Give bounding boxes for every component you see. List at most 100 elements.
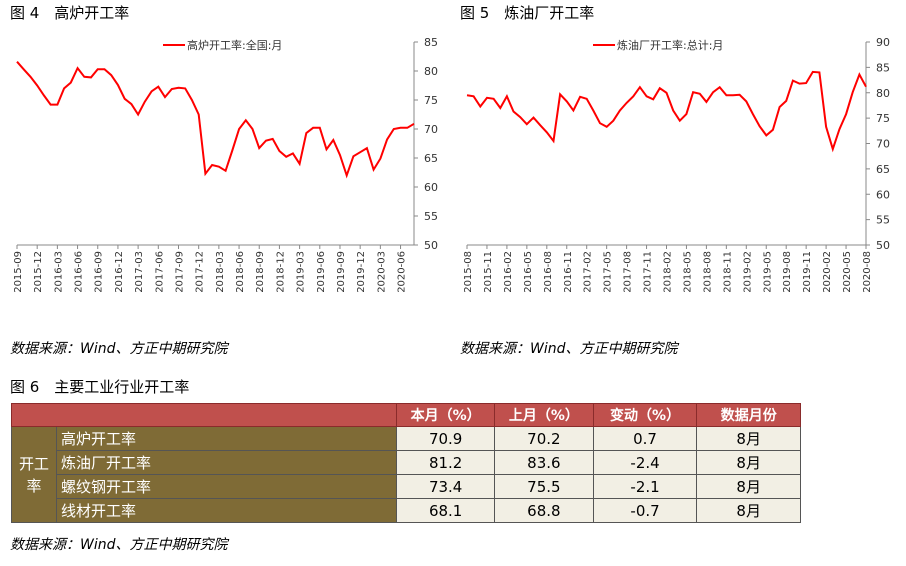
x-tick-label: 2016-12 [114, 251, 125, 293]
y-tick-label: 55 [876, 214, 890, 227]
x-tick-label: 2019-02 [742, 251, 753, 293]
group-label: 开工率 [11, 426, 57, 523]
x-tick-label: 2016-09 [94, 251, 105, 293]
row-current: 68.1 [396, 498, 496, 523]
legend-label: 高炉开工率:全国:月 [187, 38, 282, 52]
x-tick-label: 2017-06 [154, 251, 165, 293]
x-tick-label: 2017-03 [134, 251, 145, 293]
header-change: 变动（%） [592, 403, 698, 427]
y-tick-label: 75 [424, 94, 438, 107]
table-row: 线材开工率 68.1 68.8 -0.7 8月 [12, 498, 801, 523]
x-tick-label: 2019-05 [762, 251, 773, 293]
x-tick-label: 2018-05 [682, 251, 693, 293]
fig6-table: 本月（%） 上月（%） 变动（%） 数据月份 开工率 高炉开工率 70.9 70… [10, 403, 801, 523]
x-tick-label: 2018-02 [663, 251, 674, 293]
series-line [466, 70, 867, 153]
x-tick-label: 2018-12 [275, 251, 286, 293]
y-tick-label: 50 [424, 239, 438, 252]
y-tick-label: 70 [876, 138, 890, 151]
x-tick-label: 2018-03 [215, 251, 226, 293]
x-tick-label: 2019-08 [782, 251, 793, 293]
x-tick-label: 2017-12 [195, 251, 206, 293]
x-tick-label: 2015-11 [483, 251, 494, 293]
x-tick-label: 2019-06 [316, 251, 327, 293]
table-row: 螺纹钢开工率 73.4 75.5 -2.1 8月 [12, 474, 801, 499]
x-tick-label: 2016-03 [53, 251, 64, 293]
x-tick-label: 2017-08 [623, 251, 634, 293]
y-tick-label: 60 [424, 181, 438, 194]
fig5-title: 图 5 炼油厂开工率 [460, 4, 595, 22]
y-tick-label: 85 [424, 36, 438, 49]
row-current: 73.4 [396, 474, 496, 499]
x-tick-label: 2018-08 [702, 251, 713, 293]
row-name: 螺纹钢开工率 [55, 474, 398, 499]
x-tick-label: 2018-06 [235, 251, 246, 293]
x-tick-label: 2020-05 [842, 251, 853, 293]
y-tick-label: 65 [424, 152, 438, 165]
fig4-chart: 50 55 60 65 70 75 80 85 2015-09 2015-12 2016-03 201… [13, 36, 438, 293]
table-row: 开工率 高炉开工率 70.9 70.2 0.7 8月 [11, 426, 801, 523]
x-tick-label: 2017-02 [583, 251, 594, 293]
y-tick-label: 80 [876, 87, 890, 100]
header-blank [10, 403, 398, 427]
row-change: -2.4 [592, 450, 698, 475]
fig4-source: 数据来源：Wind、方正中期研究院 [10, 341, 228, 357]
y-tick-label: 90 [876, 36, 890, 49]
row-change: -0.7 [592, 498, 698, 523]
row-month: 8月 [696, 474, 801, 499]
x-tick-label: 2018-11 [722, 251, 733, 293]
x-tick-label: 2017-05 [603, 251, 614, 293]
y-tick-label: 75 [876, 112, 890, 125]
x-tick-label: 2019-11 [802, 251, 813, 293]
row-name: 线材开工率 [55, 498, 398, 523]
table-header-row: 本月（%） 上月（%） 变动（%） 数据月份 [10, 403, 801, 427]
y-tick-label: 55 [424, 210, 438, 223]
x-tick-label: 2020-08 [862, 251, 873, 293]
x-tick-label: 2017-11 [643, 251, 654, 293]
header-previous: 上月（%） [494, 403, 594, 427]
x-tick-label: 2015-09 [13, 251, 24, 293]
series-line [16, 61, 415, 179]
table-row: 炼油厂开工率 81.2 83.6 -2.4 8月 [12, 450, 801, 475]
x-tick-label: 2017-09 [174, 251, 185, 293]
row-change: 0.7 [592, 426, 698, 451]
x-tick-label: 2016-06 [74, 251, 85, 293]
y-tick-label: 65 [876, 163, 890, 176]
x-tick-label: 2019-09 [336, 251, 347, 293]
fig4-title: 图 4 高炉开工率 [10, 4, 130, 22]
row-name: 炼油厂开工率 [55, 450, 398, 475]
row-previous: 75.5 [494, 474, 594, 499]
header-month: 数据月份 [696, 403, 801, 427]
row-month: 8月 [696, 426, 801, 451]
row-month: 8月 [696, 498, 801, 523]
x-tick-label: 2015-12 [33, 251, 44, 293]
header-current: 本月（%） [396, 403, 496, 427]
fig5-source: 数据来源：Wind、方正中期研究院 [460, 341, 678, 357]
x-tick-label: 2015-08 [463, 251, 474, 293]
x-tick-label: 2016-08 [543, 251, 554, 293]
x-tick-label: 2016-02 [503, 251, 514, 293]
x-tick-label: 2020-06 [397, 251, 408, 293]
y-tick-label: 60 [876, 188, 890, 201]
row-previous: 68.8 [494, 498, 594, 523]
y-tick-label: 50 [876, 239, 890, 252]
x-tick-label: 2020-03 [376, 251, 387, 293]
y-tick-label: 85 [876, 61, 890, 74]
row-current: 81.2 [396, 450, 496, 475]
fig5-chart: 50 55 60 65 70 75 80 85 90 2015-08 2015-11 2016-02 2… [463, 36, 890, 293]
row-previous: 83.6 [494, 450, 594, 475]
x-tick-label: 2016-11 [563, 251, 574, 293]
x-tick-label: 2018-09 [255, 251, 266, 293]
row-change: -2.1 [592, 474, 698, 499]
fig6-title: 图 6 主要工业行业开工率 [10, 378, 190, 396]
y-tick-label: 70 [424, 123, 438, 136]
x-tick-label: 2019-03 [296, 251, 307, 293]
row-name: 高炉开工率 [55, 426, 398, 451]
fig6-source: 数据来源：Wind、方正中期研究院 [10, 537, 228, 553]
y-tick-label: 80 [424, 65, 438, 78]
x-tick-label: 2019-12 [356, 251, 367, 293]
x-tick-label: 2020-02 [822, 251, 833, 293]
legend-label: 炼油厂开工率:总计:月 [617, 38, 723, 52]
row-month: 8月 [696, 450, 801, 475]
row-current: 70.9 [396, 426, 496, 451]
